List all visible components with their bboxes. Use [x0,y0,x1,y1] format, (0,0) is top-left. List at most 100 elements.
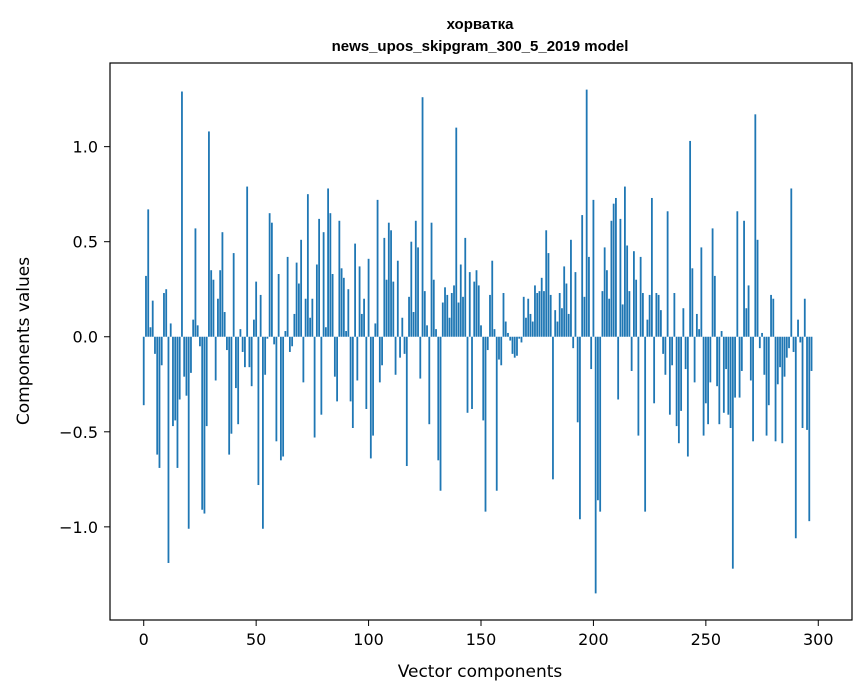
bar [185,336,188,396]
x-tick-label: 150 [466,630,497,649]
bar [763,336,766,375]
bar [531,321,534,337]
bar [718,336,721,425]
bar [639,256,642,337]
bar [239,329,242,337]
bar [340,268,343,337]
bar [374,323,377,337]
bar [565,283,568,337]
bar [264,336,267,375]
bar [387,222,390,337]
x-tick-label: 250 [691,630,722,649]
bar [457,302,460,337]
bar [390,230,392,337]
bar [392,281,395,337]
bar [176,336,179,468]
bar [707,336,709,425]
bars [142,89,813,594]
bar [601,291,604,337]
bar [545,230,548,337]
bar [190,336,192,373]
bar [801,336,804,428]
bar [248,336,251,368]
bar [235,336,237,389]
bar [558,293,561,337]
bar [633,251,635,337]
bar [646,319,649,337]
bar [455,127,458,337]
bar [653,336,656,404]
bar [664,336,667,375]
bar [774,336,777,442]
bar [473,281,476,337]
bar [160,336,163,366]
bar [309,317,312,337]
bar [608,298,611,337]
bar [673,293,676,337]
bar [606,270,608,337]
bar [210,270,213,337]
bar [567,313,570,337]
bar [743,220,745,337]
x-axis-label: Vector components [398,662,563,682]
bar [257,336,260,486]
bar [792,336,795,352]
bar [480,325,482,337]
bar [500,336,503,366]
x-tick-label: 300 [803,630,834,649]
bar [534,285,536,337]
bar [381,336,383,366]
bar [516,336,518,356]
bar [149,327,152,337]
bar [295,262,298,337]
bar [466,336,469,413]
bar [142,336,145,406]
bar [785,336,788,358]
bar [363,298,365,337]
bar [783,336,786,377]
chart-title-line-1: хорватка [447,16,515,33]
bar [628,291,631,337]
bar [520,336,523,343]
chart-title-line-2: news_upos_skipgram_300_5_2019 model [332,38,629,55]
bar [745,308,748,337]
bar [563,266,566,337]
bar [358,266,361,337]
bar [313,336,316,438]
bar [212,279,215,337]
bar [731,336,734,569]
bar [484,336,487,512]
bar [342,277,345,337]
bar [356,336,359,381]
bar [354,243,356,337]
bar [504,321,507,337]
bar [675,336,678,427]
bar [378,336,381,383]
bar [268,213,271,337]
bar [612,203,615,337]
bar [399,336,401,358]
bar [468,272,471,337]
y-tick-label: −0.5 [59,423,98,442]
bar [489,294,491,337]
bar [806,336,808,430]
bar [648,294,651,337]
bar [255,281,258,337]
bar [156,336,159,455]
bar [432,279,435,337]
y-tick-label: 0.0 [73,328,98,347]
bar [729,336,732,428]
bar [250,336,253,387]
bar [351,336,354,428]
bar [682,308,685,337]
bar [556,321,559,337]
bar [266,336,269,339]
bar [401,317,404,337]
bar [677,336,680,444]
bar [448,317,451,337]
bar [630,336,633,371]
bar [338,220,341,337]
bar [722,336,725,413]
bar [579,336,581,520]
bar [450,293,453,337]
